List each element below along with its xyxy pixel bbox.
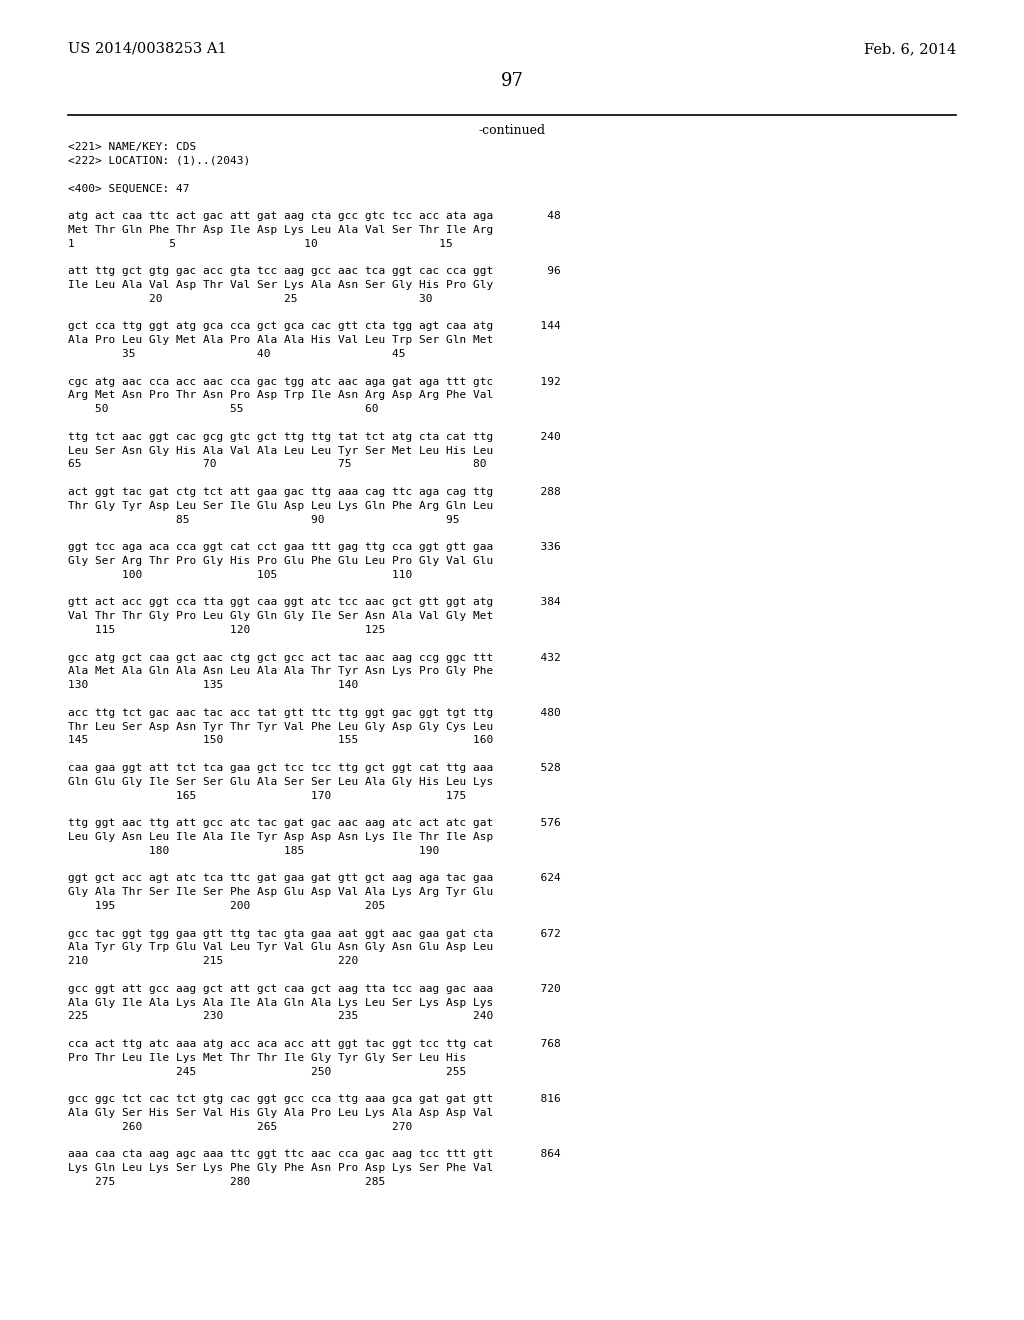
Text: 65                  70                  75                  80: 65 70 75 80 xyxy=(68,459,486,470)
Text: Feb. 6, 2014: Feb. 6, 2014 xyxy=(864,42,956,55)
Text: acc ttg tct gac aac tac acc tat gtt ttc ttg ggt gac ggt tgt ttg       480: acc ttg tct gac aac tac acc tat gtt ttc … xyxy=(68,708,561,718)
Text: 245                 250                 255: 245 250 255 xyxy=(68,1067,466,1077)
Text: act ggt tac gat ctg tct att gaa gac ttg aaa cag ttc aga cag ttg       288: act ggt tac gat ctg tct att gaa gac ttg … xyxy=(68,487,561,498)
Text: Arg Met Asn Pro Thr Asn Pro Asp Trp Ile Asn Arg Asp Arg Phe Val: Arg Met Asn Pro Thr Asn Pro Asp Trp Ile … xyxy=(68,391,494,400)
Text: 145                 150                 155                 160: 145 150 155 160 xyxy=(68,735,494,746)
Text: 35                  40                  45: 35 40 45 xyxy=(68,348,406,359)
Text: Lys Gln Leu Lys Ser Lys Phe Gly Phe Asn Pro Asp Lys Ser Phe Val: Lys Gln Leu Lys Ser Lys Phe Gly Phe Asn … xyxy=(68,1163,494,1173)
Text: ttg ggt aac ttg att gcc atc tac gat gac aac aag atc act atc gat       576: ttg ggt aac ttg att gcc atc tac gat gac … xyxy=(68,818,561,828)
Text: ggt tcc aga aca cca ggt cat cct gaa ttt gag ttg cca ggt gtt gaa       336: ggt tcc aga aca cca ggt cat cct gaa ttt … xyxy=(68,543,561,552)
Text: Pro Thr Leu Ile Lys Met Thr Thr Ile Gly Tyr Gly Ser Leu His: Pro Thr Leu Ile Lys Met Thr Thr Ile Gly … xyxy=(68,1053,466,1063)
Text: 130                 135                 140: 130 135 140 xyxy=(68,680,358,690)
Text: Gln Glu Gly Ile Ser Ser Glu Ala Ser Ser Leu Ala Gly His Leu Lys: Gln Glu Gly Ile Ser Ser Glu Ala Ser Ser … xyxy=(68,776,494,787)
Text: ttg tct aac ggt cac gcg gtc gct ttg ttg tat tct atg cta cat ttg       240: ttg tct aac ggt cac gcg gtc gct ttg ttg … xyxy=(68,432,561,442)
Text: Val Thr Thr Gly Pro Leu Gly Gln Gly Ile Ser Asn Ala Val Gly Met: Val Thr Thr Gly Pro Leu Gly Gln Gly Ile … xyxy=(68,611,494,622)
Text: Ile Leu Ala Val Asp Thr Val Ser Lys Ala Asn Ser Gly His Pro Gly: Ile Leu Ala Val Asp Thr Val Ser Lys Ala … xyxy=(68,280,494,290)
Text: Ala Gly Ile Ala Lys Ala Ile Ala Gln Ala Lys Leu Ser Lys Asp Lys: Ala Gly Ile Ala Lys Ala Ile Ala Gln Ala … xyxy=(68,998,494,1007)
Text: Leu Ser Asn Gly His Ala Val Ala Leu Leu Tyr Ser Met Leu His Leu: Leu Ser Asn Gly His Ala Val Ala Leu Leu … xyxy=(68,446,494,455)
Text: gcc ggt att gcc aag gct att gct caa gct aag tta tcc aag gac aaa       720: gcc ggt att gcc aag gct att gct caa gct … xyxy=(68,983,561,994)
Text: gcc atg gct caa gct aac ctg gct gcc act tac aac aag ccg ggc ttt       432: gcc atg gct caa gct aac ctg gct gcc act … xyxy=(68,652,561,663)
Text: atg act caa ttc act gac att gat aag cta gcc gtc tcc acc ata aga        48: atg act caa ttc act gac att gat aag cta … xyxy=(68,211,561,220)
Text: <221> NAME/KEY: CDS: <221> NAME/KEY: CDS xyxy=(68,143,197,152)
Text: Ala Pro Leu Gly Met Ala Pro Ala Ala His Val Leu Trp Ser Gln Met: Ala Pro Leu Gly Met Ala Pro Ala Ala His … xyxy=(68,335,494,346)
Text: 97: 97 xyxy=(501,73,523,90)
Text: gcc tac ggt tgg gaa gtt ttg tac gta gaa aat ggt aac gaa gat cta       672: gcc tac ggt tgg gaa gtt ttg tac gta gaa … xyxy=(68,928,561,939)
Text: Ala Tyr Gly Trp Glu Val Leu Tyr Val Glu Asn Gly Asn Glu Asp Leu: Ala Tyr Gly Trp Glu Val Leu Tyr Val Glu … xyxy=(68,942,494,953)
Text: 20                  25                  30: 20 25 30 xyxy=(68,294,432,304)
Text: Gly Ser Arg Thr Pro Gly His Pro Glu Phe Glu Leu Pro Gly Val Glu: Gly Ser Arg Thr Pro Gly His Pro Glu Phe … xyxy=(68,556,494,566)
Text: <222> LOCATION: (1)..(2043): <222> LOCATION: (1)..(2043) xyxy=(68,156,250,166)
Text: cca act ttg atc aaa atg acc aca acc att ggt tac ggt tcc ttg cat       768: cca act ttg atc aaa atg acc aca acc att … xyxy=(68,1039,561,1049)
Text: aaa caa cta aag agc aaa ttc ggt ttc aac cca gac aag tcc ttt gtt       864: aaa caa cta aag agc aaa ttc ggt ttc aac … xyxy=(68,1150,561,1159)
Text: 165                 170                 175: 165 170 175 xyxy=(68,791,466,801)
Text: 260                 265                 270: 260 265 270 xyxy=(68,1122,413,1131)
Text: gcc ggc tct cac tct gtg cac ggt gcc cca ttg aaa gca gat gat gtt       816: gcc ggc tct cac tct gtg cac ggt gcc cca … xyxy=(68,1094,561,1105)
Text: gtt act acc ggt cca tta ggt caa ggt atc tcc aac gct gtt ggt atg       384: gtt act acc ggt cca tta ggt caa ggt atc … xyxy=(68,598,561,607)
Text: Leu Gly Asn Leu Ile Ala Ile Tyr Asp Asp Asn Lys Ile Thr Ile Asp: Leu Gly Asn Leu Ile Ala Ile Tyr Asp Asp … xyxy=(68,832,494,842)
Text: <400> SEQUENCE: 47: <400> SEQUENCE: 47 xyxy=(68,183,189,194)
Text: 225                 230                 235                 240: 225 230 235 240 xyxy=(68,1011,494,1022)
Text: Gly Ala Thr Ser Ile Ser Phe Asp Glu Asp Val Ala Lys Arg Tyr Glu: Gly Ala Thr Ser Ile Ser Phe Asp Glu Asp … xyxy=(68,887,494,898)
Text: Thr Leu Ser Asp Asn Tyr Thr Tyr Val Phe Leu Gly Asp Gly Cys Leu: Thr Leu Ser Asp Asn Tyr Thr Tyr Val Phe … xyxy=(68,722,494,731)
Text: US 2014/0038253 A1: US 2014/0038253 A1 xyxy=(68,42,226,55)
Text: caa gaa ggt att tct tca gaa gct tcc tcc ttg gct ggt cat ttg aaa       528: caa gaa ggt att tct tca gaa gct tcc tcc … xyxy=(68,763,561,774)
Text: 1              5                   10                  15: 1 5 10 15 xyxy=(68,239,453,248)
Text: 50                  55                  60: 50 55 60 xyxy=(68,404,379,414)
Text: -continued: -continued xyxy=(478,124,546,137)
Text: 275                 280                 285: 275 280 285 xyxy=(68,1177,385,1187)
Text: Thr Gly Tyr Asp Leu Ser Ile Glu Asp Leu Lys Gln Phe Arg Gln Leu: Thr Gly Tyr Asp Leu Ser Ile Glu Asp Leu … xyxy=(68,500,494,511)
Text: Ala Gly Ser His Ser Val His Gly Ala Pro Leu Lys Ala Asp Asp Val: Ala Gly Ser His Ser Val His Gly Ala Pro … xyxy=(68,1107,494,1118)
Text: att ttg gct gtg gac acc gta tcc aag gcc aac tca ggt cac cca ggt        96: att ttg gct gtg gac acc gta tcc aag gcc … xyxy=(68,267,561,276)
Text: 195                 200                 205: 195 200 205 xyxy=(68,902,385,911)
Text: 210                 215                 220: 210 215 220 xyxy=(68,956,358,966)
Text: 115                 120                 125: 115 120 125 xyxy=(68,624,385,635)
Text: cgc atg aac cca acc aac cca gac tgg atc aac aga gat aga ttt gtc       192: cgc atg aac cca acc aac cca gac tgg atc … xyxy=(68,376,561,387)
Text: 85                  90                  95: 85 90 95 xyxy=(68,515,460,524)
Text: ggt gct acc agt atc tca ttc gat gaa gat gtt gct aag aga tac gaa       624: ggt gct acc agt atc tca ttc gat gaa gat … xyxy=(68,874,561,883)
Text: Met Thr Gln Phe Thr Asp Ile Asp Lys Leu Ala Val Ser Thr Ile Arg: Met Thr Gln Phe Thr Asp Ile Asp Lys Leu … xyxy=(68,224,494,235)
Text: 100                 105                 110: 100 105 110 xyxy=(68,570,413,579)
Text: Ala Met Ala Gln Ala Asn Leu Ala Ala Thr Tyr Asn Lys Pro Gly Phe: Ala Met Ala Gln Ala Asn Leu Ala Ala Thr … xyxy=(68,667,494,676)
Text: 180                 185                 190: 180 185 190 xyxy=(68,846,439,855)
Text: gct cca ttg ggt atg gca cca gct gca cac gtt cta tgg agt caa atg       144: gct cca ttg ggt atg gca cca gct gca cac … xyxy=(68,321,561,331)
